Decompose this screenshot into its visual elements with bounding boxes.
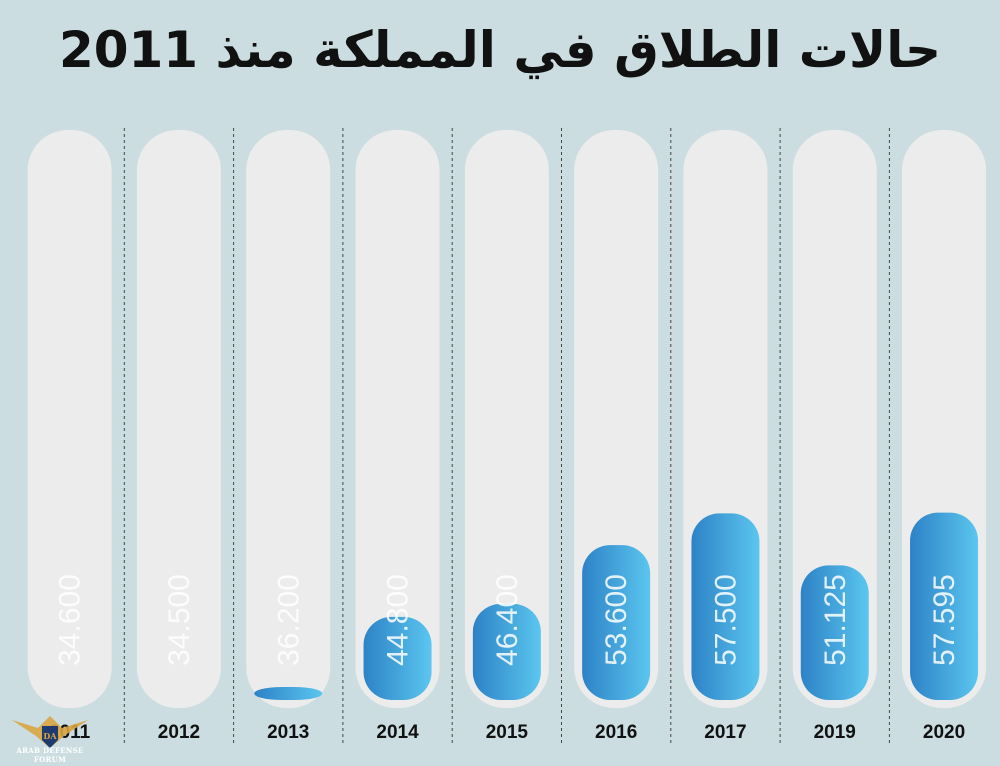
bar-track — [792, 130, 877, 708]
x-tick-label: 2012 — [158, 722, 200, 743]
data-label: 51.125 — [819, 574, 852, 666]
bar-track — [355, 130, 440, 708]
column-dividers — [123, 128, 890, 745]
x-tick-labels: 2011 2012 2013 2014 2015 2016 2017 2019 2020 — [49, 722, 965, 743]
bar — [691, 513, 760, 700]
bar — [254, 686, 323, 700]
x-tick-label: 2020 — [923, 722, 965, 743]
data-label: 46.400 — [491, 574, 524, 666]
x-tick-label: 2016 — [595, 722, 637, 743]
value-labels: 34.600 34.500 36.200 44.800 46.400 53.600 57.5… — [54, 574, 961, 666]
x-tick-label: 2013 — [267, 722, 309, 743]
forum-logo-text: ARAB DEFENSE FORUM — [16, 746, 84, 764]
bar — [800, 565, 869, 700]
svg-text:DA: DA — [43, 731, 57, 741]
data-label: 53.600 — [600, 574, 633, 666]
bar — [472, 603, 541, 700]
bar-track — [27, 130, 112, 708]
bar-track — [464, 130, 549, 708]
bar-track — [136, 130, 221, 708]
data-label: 34.600 — [54, 574, 87, 666]
bar — [910, 512, 979, 700]
x-tick-label: 2014 — [376, 722, 419, 743]
x-tick-label: 2019 — [814, 722, 856, 743]
x-tick-label: 2015 — [486, 722, 529, 743]
data-label: 44.800 — [382, 574, 415, 666]
bar-track — [246, 130, 331, 708]
data-label: 36.200 — [272, 574, 305, 666]
chart-title: حالات الطلاق في المملكة منذ 2011 — [58, 21, 942, 79]
data-label: 34.500 — [163, 574, 196, 666]
forum-logo-icon: DA — [12, 716, 88, 748]
bar — [363, 616, 432, 700]
x-tick-label: 2017 — [704, 722, 746, 743]
data-label: 57.500 — [709, 574, 742, 666]
data-label: 57.595 — [928, 574, 961, 666]
bars — [35, 512, 979, 700]
bar — [582, 545, 651, 700]
